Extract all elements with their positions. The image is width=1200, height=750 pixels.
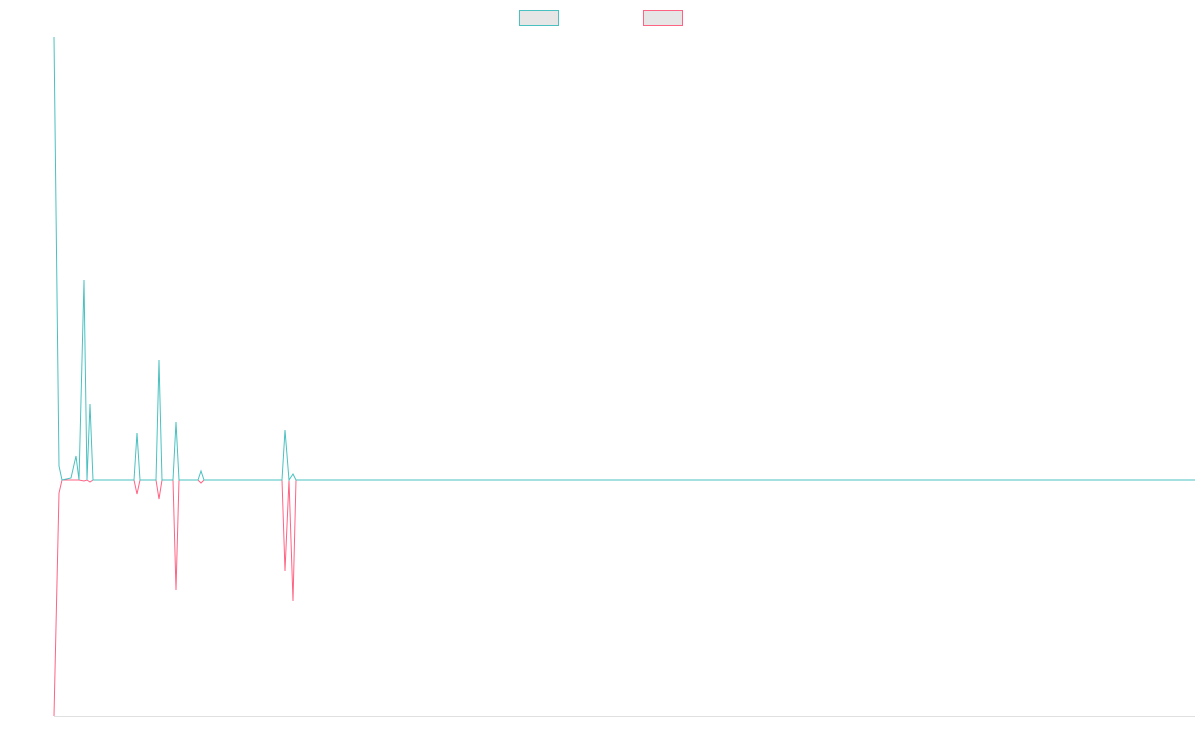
legend-swatch[interactable]	[519, 10, 559, 26]
series-line	[53, 36, 1195, 482]
legend-swatch[interactable]	[643, 10, 683, 26]
series-line	[53, 479, 1195, 717]
